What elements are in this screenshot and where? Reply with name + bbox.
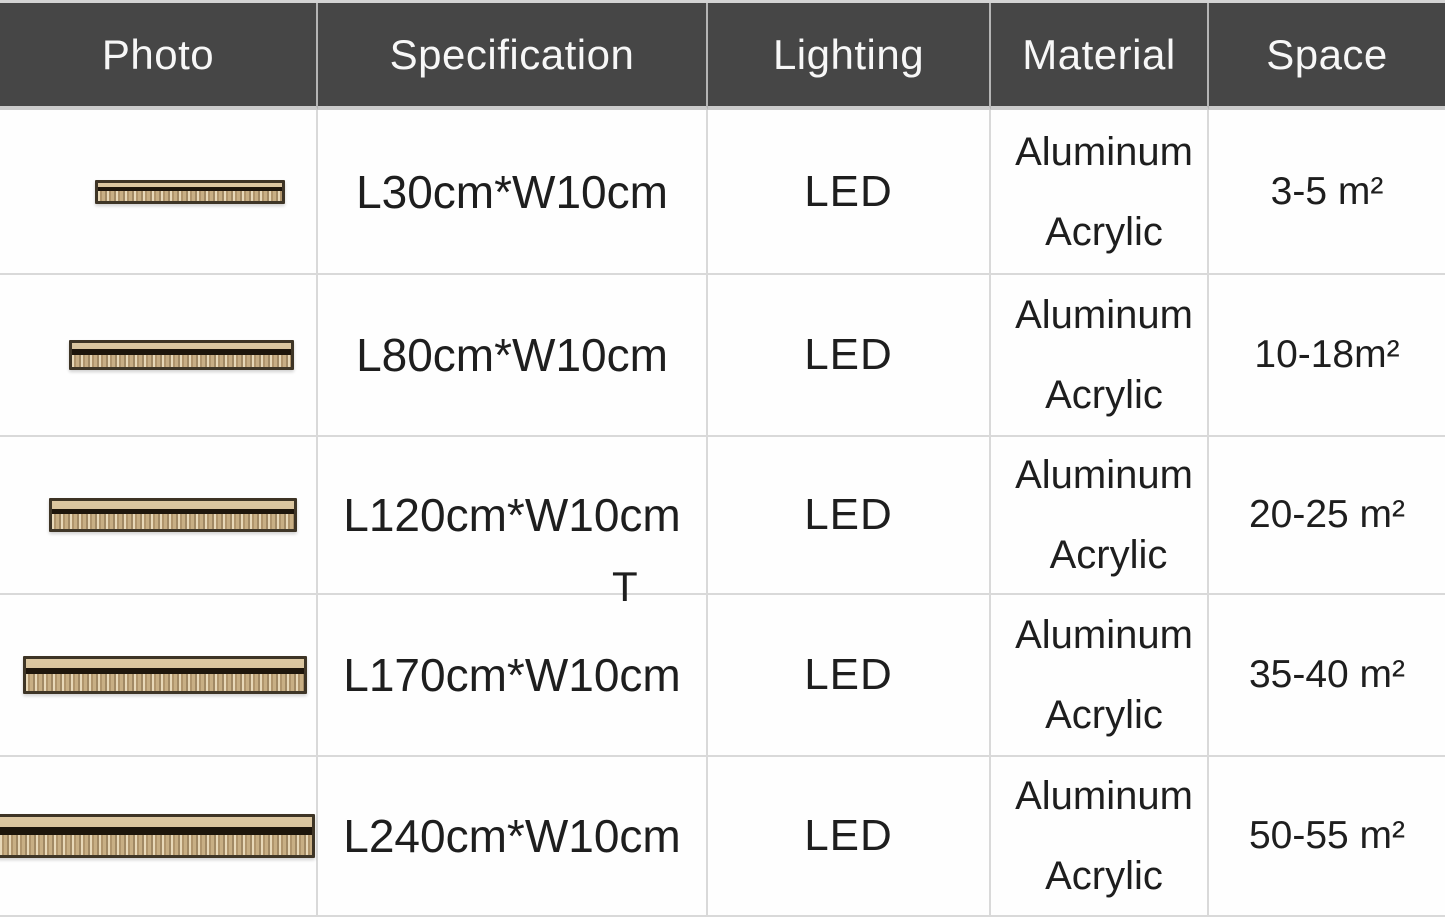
material-cell: Aluminum Acrylic xyxy=(991,110,1209,275)
led-bar-photo xyxy=(94,179,285,204)
specification-cell: L240cm*W10cm xyxy=(318,757,708,917)
table-row: L240cm*W10cm LED Aluminum Acrylic 50-55 … xyxy=(0,757,1445,917)
led-bar-photo xyxy=(23,656,307,694)
material-line: Acrylic xyxy=(1045,693,1163,737)
col-header-space-label: Space xyxy=(1266,30,1388,78)
material-line: Acrylic xyxy=(1045,209,1163,254)
material-line: Acrylic xyxy=(1045,854,1163,898)
lighting-value: LED xyxy=(804,811,893,860)
material-line: Acrylic xyxy=(1045,373,1163,417)
specification-value: L120cm*W10cm xyxy=(343,489,681,541)
space-value: 50-55 m² xyxy=(1248,814,1406,857)
material-line: Acrylic xyxy=(1040,533,1168,577)
col-header-lighting-label: Lighting xyxy=(772,30,925,78)
table-row: L80cm*W10cm LED Aluminum Acrylic 10-18m² xyxy=(0,275,1445,437)
material-cell: Aluminum Acrylic xyxy=(991,595,1209,757)
space-cell: 3-5 m² xyxy=(1209,110,1445,275)
led-bar-photo xyxy=(68,340,294,370)
specification-value: L170cm*W10cm xyxy=(343,649,681,701)
material-cell: Aluminum Acrylic xyxy=(991,275,1209,437)
photo-cell xyxy=(0,110,318,275)
material-line: Aluminum xyxy=(1015,293,1193,337)
table-row: L30cm*W10cm LED Aluminum Acrylic 3-5 m² xyxy=(0,110,1445,275)
col-header-material: Material xyxy=(991,3,1209,110)
space-cell: 20-25 m² xyxy=(1209,437,1445,595)
space-cell: 50-55 m² xyxy=(1209,757,1445,917)
lighting-value: LED xyxy=(804,650,893,699)
lighting-cell: LED xyxy=(708,595,991,757)
photo-cell xyxy=(0,275,318,437)
lighting-value: LED xyxy=(804,490,893,539)
col-header-photo-label: Photo xyxy=(101,30,215,78)
col-header-specification-label: Specification xyxy=(389,30,635,78)
space-cell: 10-18m² xyxy=(1209,275,1445,437)
table-header-row: Photo Specification Lighting Material Sp… xyxy=(0,3,1445,110)
specification-cell: L80cm*W10cm xyxy=(318,275,708,437)
space-value: 20-25 m² xyxy=(1248,493,1406,536)
led-bar-photo xyxy=(0,814,315,858)
specification-cell: L120cm*W10cm xyxy=(318,437,708,595)
col-header-space: Space xyxy=(1209,3,1445,110)
space-value: 3-5 m² xyxy=(1270,169,1384,213)
lighting-value: LED xyxy=(804,330,893,379)
lighting-cell: LED xyxy=(708,110,991,275)
col-header-material-label: Material xyxy=(1022,30,1176,78)
table-row: L120cm*W10cm LED Aluminum Acrylic 20-25 … xyxy=(0,437,1445,595)
photo-cell xyxy=(0,757,318,917)
photo-cell xyxy=(0,595,318,757)
lighting-cell: LED xyxy=(708,757,991,917)
material-line: Aluminum xyxy=(1015,613,1193,657)
led-bar-photo xyxy=(49,498,297,532)
lighting-cell: LED xyxy=(708,275,991,437)
specification-cell: L170cm*W10cm xyxy=(318,595,708,757)
stray-text: T xyxy=(612,563,638,610)
material-cell: Aluminum Acrylic xyxy=(991,437,1209,595)
lighting-value: LED xyxy=(804,166,893,216)
specification-cell: L30cm*W10cm xyxy=(318,110,708,275)
space-value: 35-40 m² xyxy=(1248,653,1406,696)
table-row: L170cm*W10cm LED Aluminum Acrylic 35-40 … xyxy=(0,595,1445,757)
col-header-photo: Photo xyxy=(0,3,318,110)
material-line: Aluminum xyxy=(1015,774,1193,818)
space-cell: 35-40 m² xyxy=(1209,595,1445,757)
specification-value: L80cm*W10cm xyxy=(356,329,668,381)
material-line: Aluminum xyxy=(1015,129,1193,174)
space-value: 10-18m² xyxy=(1254,333,1400,376)
col-header-lighting: Lighting xyxy=(708,3,991,110)
material-cell: Aluminum Acrylic xyxy=(991,757,1209,917)
material-line: Aluminum xyxy=(1015,453,1193,497)
lighting-cell: LED xyxy=(708,437,991,595)
col-header-specification: Specification xyxy=(318,3,708,110)
specification-value: L30cm*W10cm xyxy=(356,165,668,218)
photo-cell xyxy=(0,437,318,595)
specification-value: L240cm*W10cm xyxy=(343,810,681,862)
